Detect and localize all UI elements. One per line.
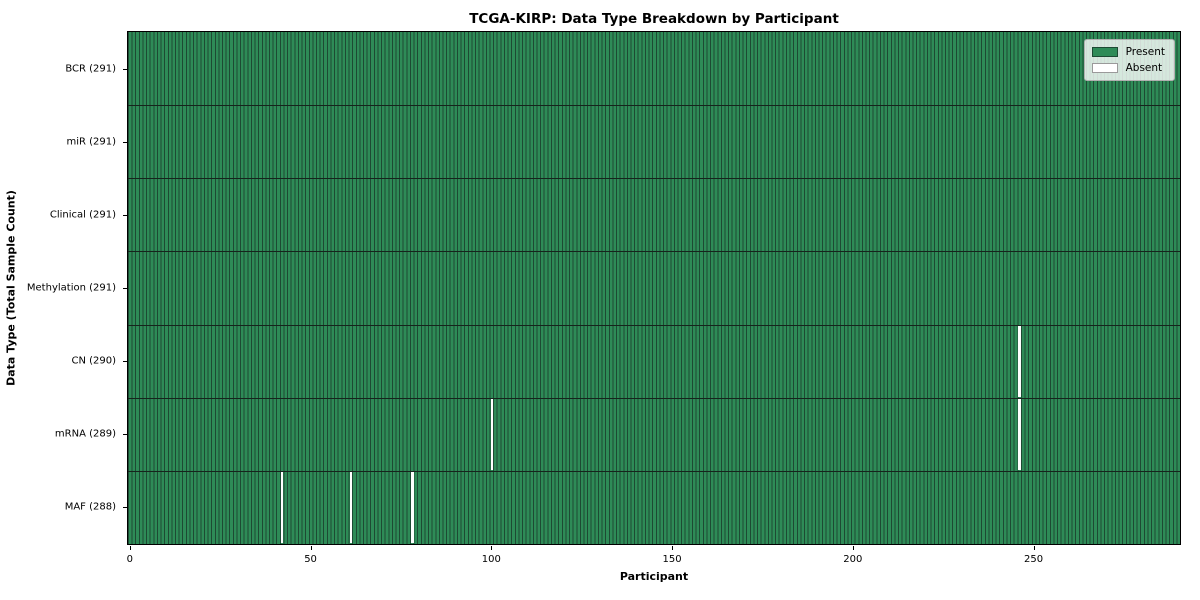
x-tick-mark [129, 546, 131, 550]
absent-cell-CN-246 [1018, 325, 1021, 398]
x-tick-label: 150 [662, 554, 682, 565]
row-divider [128, 397, 1180, 399]
y-tick-mark [123, 214, 127, 216]
absent-cell-MAF-78 [410, 471, 414, 544]
row-divider [128, 470, 1180, 472]
legend-label-absent: Absent [1125, 62, 1163, 74]
legend: Present Absent [1083, 39, 1175, 81]
legend-label-present: Present [1125, 46, 1165, 58]
x-tick-label: 0 [126, 554, 133, 565]
absent-cell-MAF-61 [349, 471, 353, 544]
row-divider [128, 251, 1180, 253]
y-tick-label: CN (290) [71, 355, 116, 367]
y-tick-mark [123, 434, 127, 436]
legend-item-absent: Absent [1091, 62, 1165, 74]
y-tick-label: miR (291) [66, 136, 116, 148]
y-tick-mark [123, 507, 127, 509]
plot-area: Present Absent [127, 31, 1181, 545]
y-tick-label: MAF (288) [64, 501, 116, 513]
y-tick-label: mRNA (289) [54, 428, 116, 440]
x-axis-ticks: 0 50 100 150 200 250 [127, 546, 1181, 570]
absent-swatch [1091, 63, 1118, 73]
x-tick-label: 100 [481, 554, 501, 565]
y-axis-ticks: BCR (291) miR (291) Clinical (291) Methylat… [0, 31, 127, 545]
x-tick-mark [672, 546, 674, 550]
x-tick-label: 250 [1024, 554, 1044, 565]
x-tick-mark [1033, 546, 1035, 550]
y-tick-mark [123, 361, 127, 363]
absent-cell-MAF-42 [280, 471, 284, 544]
absent-cell-mRNA-246 [1018, 398, 1021, 471]
row-divider [128, 324, 1180, 326]
y-tick-label: Clinical (291) [49, 209, 116, 221]
y-tick-label: BCR (291) [65, 63, 116, 75]
x-tick-label: 50 [304, 554, 317, 565]
row-divider [128, 178, 1180, 180]
x-axis-label: Participant [619, 570, 689, 583]
y-tick-mark [123, 68, 127, 70]
absent-cell-mRNA-100 [490, 398, 494, 471]
y-tick-mark [123, 141, 127, 143]
x-tick-mark [491, 546, 493, 550]
present-swatch [1091, 47, 1118, 57]
x-tick-mark [310, 546, 312, 550]
x-tick-label: 200 [843, 554, 863, 565]
x-tick-mark [852, 546, 854, 550]
y-tick-mark [123, 288, 127, 289]
y-tick-label: Methylation (291) [26, 282, 116, 294]
legend-item-present: Present [1091, 46, 1165, 58]
chart-title: TCGA-KIRP: Data Type Breakdown by Partic… [469, 11, 839, 27]
row-divider [128, 105, 1180, 107]
